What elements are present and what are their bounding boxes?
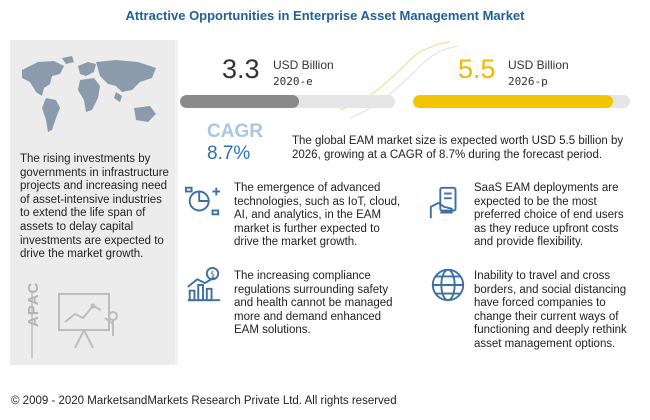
intro-paragraph: The rising investments by governments in… — [20, 153, 169, 261]
unit-2026: USD Billion — [508, 58, 569, 72]
market-summary: The global EAM market size is expected w… — [292, 135, 624, 161]
unit-2020: USD Billion — [273, 58, 334, 72]
year-2026: 2026-p — [508, 75, 548, 88]
year-2020: 2020-e — [273, 75, 313, 88]
highlight-saas: SaaS EAM deployments are expected to be … — [474, 182, 624, 249]
content-box — [178, 40, 640, 365]
highlight-technology: The emergence of advanced technologies, … — [234, 182, 401, 249]
value-2026: 5.5 — [458, 54, 496, 84]
presentation-board-icon — [58, 293, 118, 349]
cagr-value: 8.7% — [207, 143, 251, 164]
cagr-label: CAGR — [207, 121, 263, 142]
world-map-icon — [22, 56, 156, 132]
globe-travel-icon — [431, 268, 465, 302]
decorative-swoosh — [340, 41, 459, 119]
highlight-compliance: The increasing compliance regulations su… — [234, 270, 393, 337]
value-2020: 3.3 — [222, 54, 260, 84]
page-title: Attractive Opportunities in Enterprise A… — [125, 8, 525, 23]
copyright-footer: © 2009 - 2020 MarketsandMarkets Research… — [11, 395, 397, 407]
compliance-growth-icon: $ — [187, 266, 221, 302]
highlight-travel: Inability to travel and cross borders, a… — [474, 270, 627, 350]
saas-hand-device-icon — [429, 186, 457, 219]
technology-analytics-icon — [184, 186, 221, 216]
region-marker — [31, 292, 33, 358]
svg-text:$: $ — [210, 269, 215, 278]
bar-2020 — [180, 95, 299, 108]
bar-track-2026 — [413, 95, 630, 108]
region-label: APAC — [25, 281, 42, 327]
bar-track-2020 — [180, 95, 395, 108]
bar-2026 — [413, 95, 613, 108]
